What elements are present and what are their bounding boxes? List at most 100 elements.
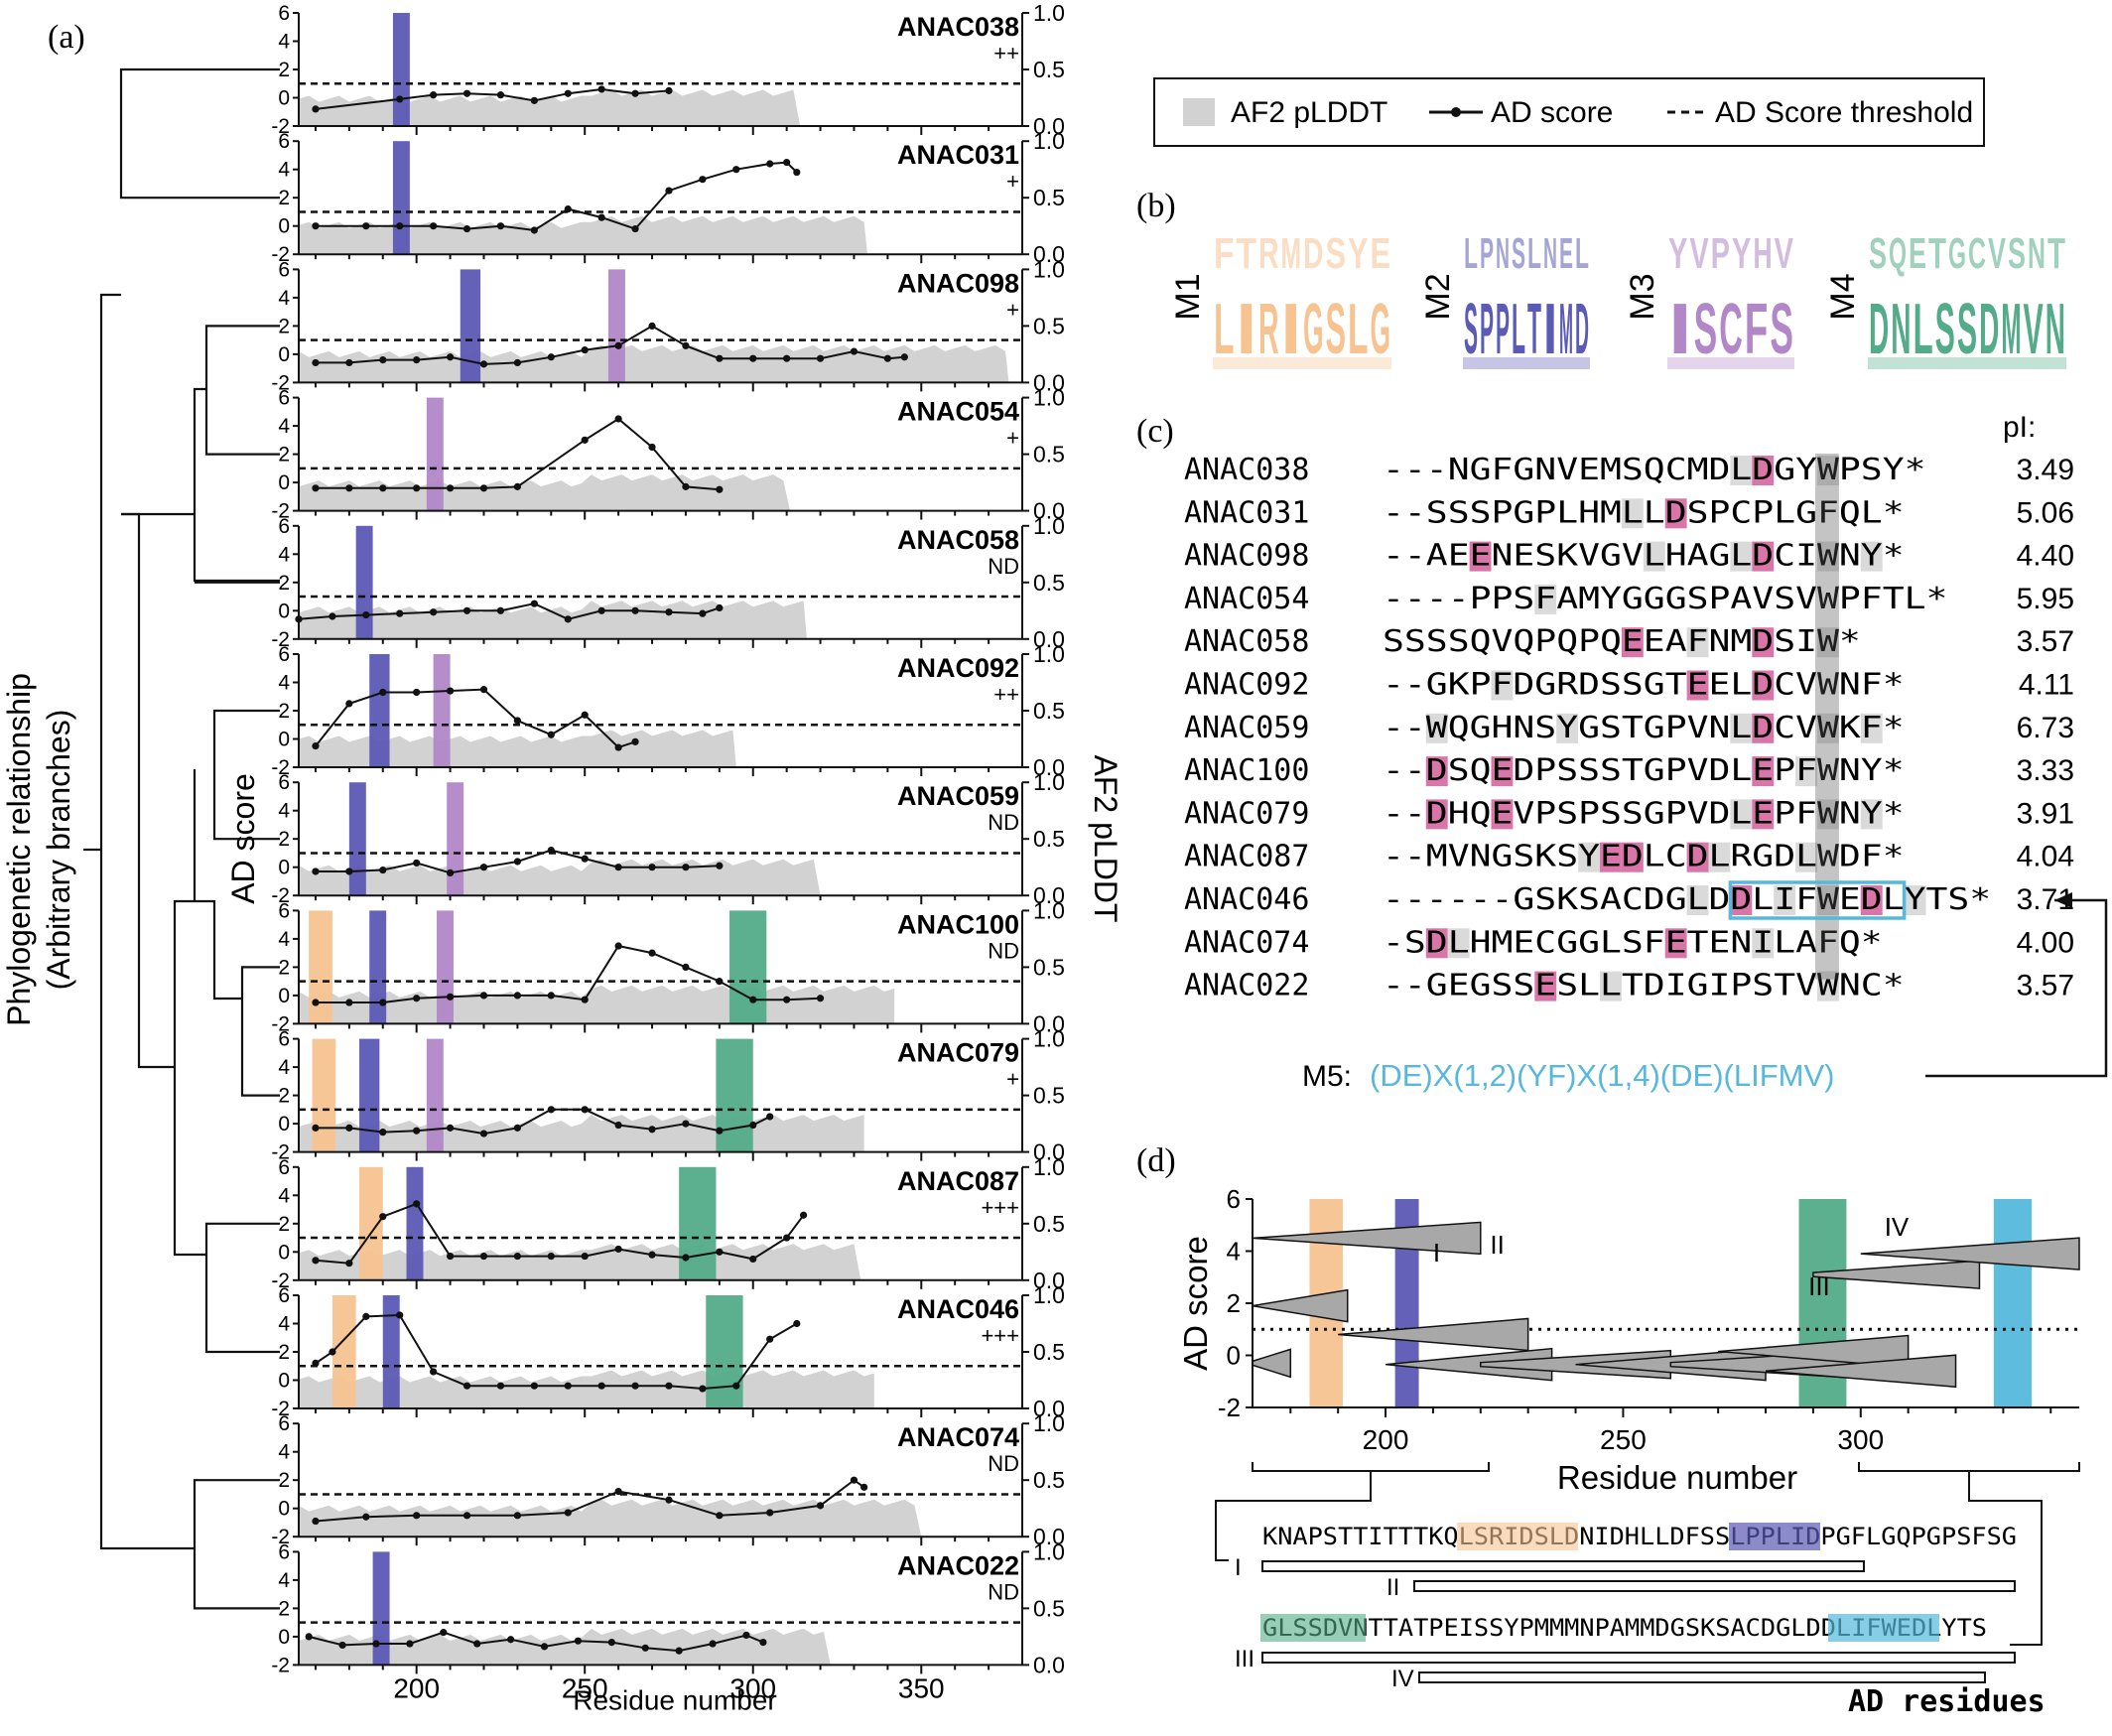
ad-score-point bbox=[312, 1359, 320, 1367]
logo-letter: T bbox=[2047, 229, 2065, 278]
y-tick-label-left: 0 bbox=[278, 600, 290, 622]
ad-score-point bbox=[513, 992, 521, 1000]
y-tick-label-left: 2 bbox=[278, 59, 290, 81]
logo-letter: S bbox=[1935, 290, 1955, 369]
ad-score-point bbox=[413, 995, 421, 1002]
logo-m4: M4S Q E T G C V S N TD N L S S D M V N bbox=[1824, 229, 2066, 369]
ad-score-point bbox=[766, 1113, 774, 1121]
residue-highlight bbox=[1621, 627, 1644, 658]
residue-highlight bbox=[1860, 541, 1883, 572]
ad-score-point bbox=[312, 1124, 320, 1132]
ad-score-point bbox=[716, 485, 724, 493]
ad-score-point bbox=[329, 1348, 336, 1356]
alignment-row: ANAC054 ----PPSFAMYGGGSPAVSVWPFTL* 5.95 bbox=[1184, 582, 2074, 616]
residue-highlight bbox=[1643, 541, 1665, 572]
plddt-area bbox=[299, 859, 821, 896]
ad-score-point bbox=[682, 864, 690, 871]
logo-letter: C bbox=[1968, 229, 1986, 278]
seq-motif-highlight-m2 bbox=[1729, 1523, 1820, 1550]
right-axis-title: AF2 pLDDT bbox=[1088, 755, 1123, 923]
ad-score-point bbox=[648, 1251, 656, 1259]
ad-score-point bbox=[665, 1496, 673, 1504]
ad-score-point bbox=[675, 1647, 683, 1655]
y-tick-label-left: 4 bbox=[278, 159, 290, 182]
logo-letter: V bbox=[1988, 229, 2006, 278]
residue-highlight bbox=[1556, 713, 1579, 743]
motif-bar-m1 bbox=[359, 1166, 383, 1280]
tree-branch bbox=[119, 67, 280, 200]
y-tick-label-left: 4 bbox=[278, 1441, 290, 1464]
tile-fragment bbox=[1860, 1237, 2080, 1270]
y-tick-label-right: 1.0 bbox=[1033, 769, 1065, 795]
legend-box bbox=[1153, 77, 1985, 147]
y-tick-label-left: 6 bbox=[278, 130, 290, 153]
ad-score-point bbox=[682, 963, 690, 972]
logo-letter: I bbox=[1281, 290, 1302, 369]
residue-highlight bbox=[1730, 456, 1753, 485]
legend-label: AD score bbox=[1491, 96, 1613, 129]
row-sequence: --WQGHNSYGSTGPVNLDCVWKF* bbox=[1383, 711, 1905, 745]
row-pi: 5.06 bbox=[2017, 496, 2074, 529]
logo-letter: D bbox=[1575, 290, 1589, 369]
ad-score-point bbox=[742, 1631, 750, 1640]
residue-highlight bbox=[1469, 541, 1492, 572]
logo-letter: R bbox=[1258, 290, 1279, 369]
protein-name: ANAC054 bbox=[897, 397, 1019, 427]
activity-label: +++ bbox=[981, 1195, 1019, 1220]
alignment-row: ANAC038 ---NGFGNVEMSQCMDLDGYWPSY* 3.49 bbox=[1184, 453, 2074, 487]
ad-score-point bbox=[430, 1368, 438, 1376]
y-tick-label-left: 4 bbox=[278, 415, 290, 438]
residue-highlight bbox=[1534, 584, 1557, 614]
ad-score-point bbox=[379, 999, 387, 1006]
plddt-area bbox=[299, 1499, 922, 1537]
activity-label: ND bbox=[988, 554, 1019, 579]
motif-bar-m2 bbox=[372, 1551, 390, 1666]
ad-score-line bbox=[316, 944, 821, 1003]
pi-header: pI: bbox=[2003, 411, 2036, 444]
logo-letter: E bbox=[1559, 229, 1573, 278]
motif-bar-m1 bbox=[309, 910, 332, 1024]
row-pi: 3.57 bbox=[2017, 970, 2074, 1002]
y-tick-label-left: -2 bbox=[271, 628, 290, 651]
ad-score-point bbox=[513, 1252, 521, 1261]
residue-highlight bbox=[1730, 799, 1753, 830]
row-sequence: SSSSQVQPQPQEEAFNMDSIW* bbox=[1383, 624, 1861, 659]
row-sequence: -SDLHMECGGLSFETENILAFQ* bbox=[1383, 925, 1883, 960]
residue-highlight bbox=[1686, 627, 1709, 658]
ad-score-point bbox=[413, 1200, 421, 1208]
residue-highlight bbox=[1425, 756, 1448, 787]
m5-prefix: M5: bbox=[1302, 1060, 1352, 1093]
residue-highlight bbox=[1752, 756, 1775, 787]
logo-letter: L bbox=[1464, 229, 1478, 278]
residue-highlight bbox=[1621, 842, 1644, 872]
residue-highlight bbox=[1578, 842, 1600, 872]
logo-letter: N bbox=[2046, 290, 2065, 369]
motif-bar-m1 bbox=[331, 1295, 356, 1408]
y-tick-label-right: 1.0 bbox=[1033, 1538, 1065, 1564]
alignment-row: ANAC058 SSSSQVQPQPQEEAFNMDSIW* 3.57 bbox=[1184, 624, 2074, 659]
protein-name: ANAC100 bbox=[897, 909, 1019, 939]
logo-letter: N bbox=[2028, 229, 2046, 278]
logo-letter: S bbox=[1464, 290, 1478, 369]
protein-panel-anac046: 6 4 2 0 -2 1.0 0.5 0.0 ANAC046+++ bbox=[271, 1282, 1065, 1421]
ad-score-point bbox=[462, 606, 471, 614]
ad-score-point bbox=[716, 978, 724, 986]
alignment-row: ANAC059 --WQGHNSYGSTGPVNLDCVWKF* 6.73 bbox=[1184, 711, 2074, 745]
ad-score-point bbox=[479, 484, 488, 492]
protein-panel-anac079: 6 4 2 0 -2 1.0 0.5 0.0 ANAC079+ bbox=[271, 1026, 1065, 1165]
logo-letter: N bbox=[1496, 229, 1510, 278]
residue-highlight bbox=[1730, 713, 1753, 743]
legend-swatch-plddt bbox=[1183, 98, 1215, 126]
y-tick-label-right: 0.0 bbox=[1033, 1010, 1065, 1036]
ad-score-point bbox=[564, 615, 572, 623]
logo-letter: Y bbox=[1732, 229, 1751, 278]
tile-label: IV bbox=[1885, 1212, 1910, 1242]
ad-score-point bbox=[446, 1124, 455, 1132]
ad-score-point bbox=[345, 868, 353, 875]
protein-name: ANAC059 bbox=[897, 781, 1019, 811]
logo-letter: P bbox=[1711, 229, 1730, 278]
ad-score-line bbox=[298, 602, 721, 620]
phylogenetic-tree bbox=[83, 67, 280, 1610]
residue-highlight bbox=[1752, 456, 1775, 485]
